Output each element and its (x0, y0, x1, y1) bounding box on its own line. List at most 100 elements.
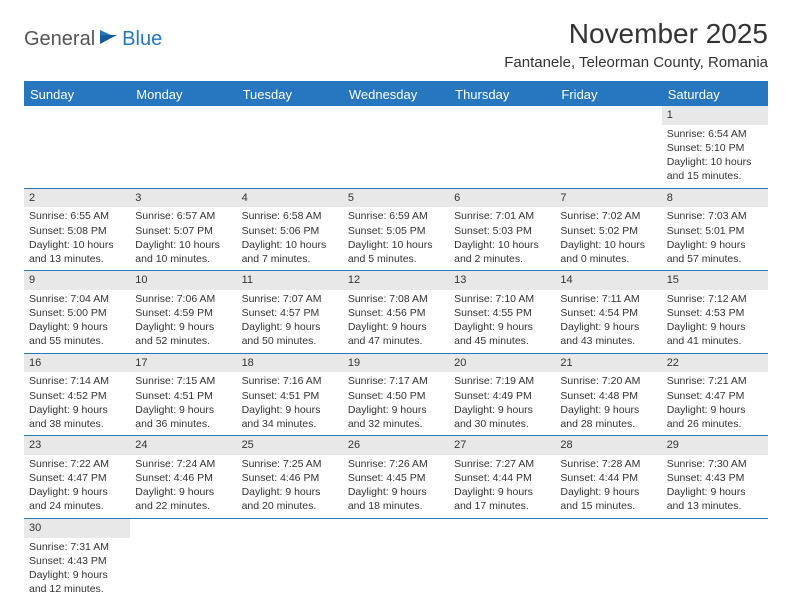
day-daylight1: Daylight: 9 hours (135, 485, 231, 499)
day-sunrise: Sunrise: 6:59 AM (348, 209, 444, 223)
day-number (343, 106, 449, 125)
day-sunrise: Sunrise: 7:06 AM (135, 292, 231, 306)
day-sunrise: Sunrise: 7:22 AM (29, 457, 125, 471)
day-cell: 21Sunrise: 7:20 AMSunset: 4:48 PMDayligh… (555, 354, 661, 436)
day-daylight2: and 18 minutes. (348, 499, 444, 513)
day-sunset: Sunset: 4:44 PM (454, 471, 550, 485)
day-content: Sunrise: 6:58 AMSunset: 5:06 PMDaylight:… (237, 207, 343, 270)
day-cell: 20Sunrise: 7:19 AMSunset: 4:49 PMDayligh… (449, 354, 555, 436)
day-daylight2: and 34 minutes. (242, 417, 338, 431)
day-cell (662, 519, 768, 601)
day-content: Sunrise: 7:24 AMSunset: 4:46 PMDaylight:… (130, 455, 236, 518)
day-cell: 26Sunrise: 7:26 AMSunset: 4:45 PMDayligh… (343, 436, 449, 518)
day-sunset: Sunset: 5:08 PM (29, 224, 125, 238)
day-content: Sunrise: 7:28 AMSunset: 4:44 PMDaylight:… (555, 455, 661, 518)
day-cell: 6Sunrise: 7:01 AMSunset: 5:03 PMDaylight… (449, 189, 555, 271)
day-sunset: Sunset: 5:03 PM (454, 224, 550, 238)
day-daylight1: Daylight: 9 hours (348, 485, 444, 499)
day-daylight2: and 0 minutes. (560, 252, 656, 266)
day-content: Sunrise: 7:19 AMSunset: 4:49 PMDaylight:… (449, 372, 555, 435)
day-cell (343, 519, 449, 601)
day-number: 12 (343, 271, 449, 290)
day-daylight2: and 55 minutes. (29, 334, 125, 348)
day-content: Sunrise: 7:31 AMSunset: 4:43 PMDaylight:… (24, 538, 130, 601)
day-content: Sunrise: 6:59 AMSunset: 5:05 PMDaylight:… (343, 207, 449, 270)
day-daylight1: Daylight: 9 hours (348, 403, 444, 417)
day-content: Sunrise: 7:04 AMSunset: 5:00 PMDaylight:… (24, 290, 130, 353)
day-number: 24 (130, 436, 236, 455)
day-sunrise: Sunrise: 6:57 AM (135, 209, 231, 223)
day-content: Sunrise: 7:22 AMSunset: 4:47 PMDaylight:… (24, 455, 130, 518)
day-number: 29 (662, 436, 768, 455)
day-sunrise: Sunrise: 7:26 AM (348, 457, 444, 471)
day-daylight1: Daylight: 9 hours (454, 320, 550, 334)
day-cell: 22Sunrise: 7:21 AMSunset: 4:47 PMDayligh… (662, 354, 768, 436)
day-cell: 24Sunrise: 7:24 AMSunset: 4:46 PMDayligh… (130, 436, 236, 518)
day-number: 8 (662, 189, 768, 208)
day-content: Sunrise: 7:17 AMSunset: 4:50 PMDaylight:… (343, 372, 449, 435)
day-cell: 2Sunrise: 6:55 AMSunset: 5:08 PMDaylight… (24, 189, 130, 271)
day-daylight1: Daylight: 9 hours (29, 485, 125, 499)
day-cell: 14Sunrise: 7:11 AMSunset: 4:54 PMDayligh… (555, 271, 661, 353)
day-daylight2: and 22 minutes. (135, 499, 231, 513)
day-daylight1: Daylight: 9 hours (348, 320, 444, 334)
day-daylight1: Daylight: 10 hours (667, 155, 763, 169)
page-subtitle: Fantanele, Teleorman County, Romania (504, 54, 768, 71)
day-sunset: Sunset: 4:50 PM (348, 389, 444, 403)
day-sunset: Sunset: 4:47 PM (29, 471, 125, 485)
day-sunset: Sunset: 4:48 PM (560, 389, 656, 403)
day-daylight2: and 28 minutes. (560, 417, 656, 431)
day-cell: 7Sunrise: 7:02 AMSunset: 5:02 PMDaylight… (555, 189, 661, 271)
day-number: 23 (24, 436, 130, 455)
day-number (343, 519, 449, 538)
day-content: Sunrise: 7:26 AMSunset: 4:45 PMDaylight:… (343, 455, 449, 518)
day-daylight1: Daylight: 9 hours (454, 403, 550, 417)
day-sunset: Sunset: 4:56 PM (348, 306, 444, 320)
day-number: 3 (130, 189, 236, 208)
day-number (237, 519, 343, 538)
day-cell (130, 519, 236, 601)
day-cell (24, 106, 130, 188)
day-cell: 30Sunrise: 7:31 AMSunset: 4:43 PMDayligh… (24, 519, 130, 601)
day-daylight1: Daylight: 10 hours (560, 238, 656, 252)
day-sunset: Sunset: 4:54 PM (560, 306, 656, 320)
day-content: Sunrise: 6:54 AMSunset: 5:10 PMDaylight:… (662, 125, 768, 188)
day-content: Sunrise: 6:55 AMSunset: 5:08 PMDaylight:… (24, 207, 130, 270)
day-number (130, 519, 236, 538)
day-sunset: Sunset: 5:00 PM (29, 306, 125, 320)
day-number: 19 (343, 354, 449, 373)
day-cell (237, 106, 343, 188)
weekday-header: Sunday (24, 83, 130, 106)
day-sunset: Sunset: 5:02 PM (560, 224, 656, 238)
day-content: Sunrise: 7:07 AMSunset: 4:57 PMDaylight:… (237, 290, 343, 353)
day-number: 14 (555, 271, 661, 290)
week-row: 9Sunrise: 7:04 AMSunset: 5:00 PMDaylight… (24, 271, 768, 354)
day-daylight2: and 47 minutes. (348, 334, 444, 348)
day-daylight1: Daylight: 9 hours (242, 403, 338, 417)
day-daylight2: and 10 minutes. (135, 252, 231, 266)
day-content: Sunrise: 7:08 AMSunset: 4:56 PMDaylight:… (343, 290, 449, 353)
day-cell: 15Sunrise: 7:12 AMSunset: 4:53 PMDayligh… (662, 271, 768, 353)
day-daylight2: and 43 minutes. (560, 334, 656, 348)
weekday-header: Thursday (449, 83, 555, 106)
day-number (555, 106, 661, 125)
day-sunrise: Sunrise: 7:08 AM (348, 292, 444, 306)
week-row: 30Sunrise: 7:31 AMSunset: 4:43 PMDayligh… (24, 519, 768, 601)
title-block: November 2025 Fantanele, Teleorman Count… (504, 18, 768, 71)
week-row: 23Sunrise: 7:22 AMSunset: 4:47 PMDayligh… (24, 436, 768, 519)
day-sunrise: Sunrise: 7:11 AM (560, 292, 656, 306)
day-daylight2: and 13 minutes. (29, 252, 125, 266)
day-sunrise: Sunrise: 7:04 AM (29, 292, 125, 306)
day-daylight2: and 26 minutes. (667, 417, 763, 431)
day-number: 26 (343, 436, 449, 455)
day-daylight2: and 13 minutes. (667, 499, 763, 513)
day-sunrise: Sunrise: 7:07 AM (242, 292, 338, 306)
flag-icon (99, 28, 119, 51)
day-daylight1: Daylight: 9 hours (29, 568, 125, 582)
day-cell: 17Sunrise: 7:15 AMSunset: 4:51 PMDayligh… (130, 354, 236, 436)
day-cell: 10Sunrise: 7:06 AMSunset: 4:59 PMDayligh… (130, 271, 236, 353)
day-daylight2: and 24 minutes. (29, 499, 125, 513)
day-daylight2: and 52 minutes. (135, 334, 231, 348)
day-cell (237, 519, 343, 601)
day-daylight1: Daylight: 9 hours (135, 403, 231, 417)
